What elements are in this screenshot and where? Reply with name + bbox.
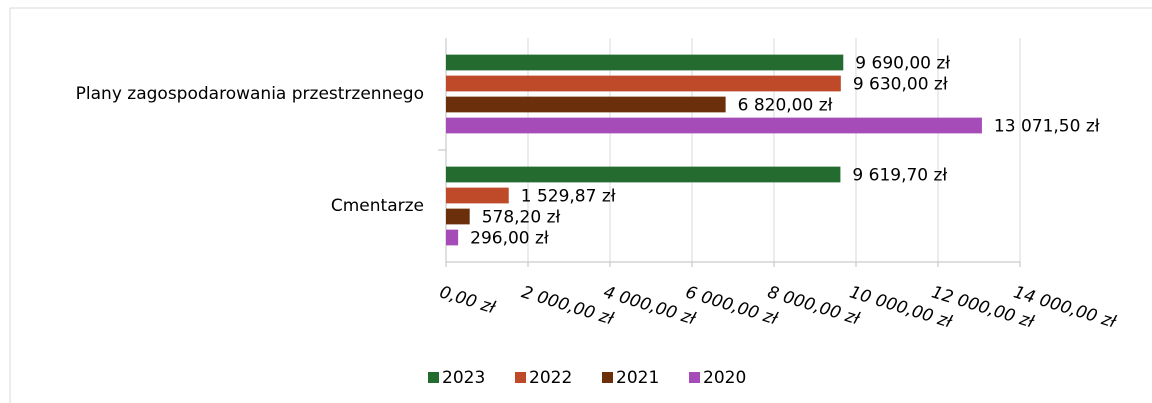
legend-label: 2021 <box>616 368 659 388</box>
legend-label: 2020 <box>703 368 746 388</box>
bar <box>446 208 470 225</box>
data-label: 6 820,00 zł <box>738 96 833 116</box>
legend-swatch <box>689 372 700 383</box>
legend-label: 2023 <box>442 368 485 388</box>
y-tick-label: Cmentarze <box>331 196 424 216</box>
legend-swatch <box>602 372 613 383</box>
data-label: 13 071,50 zł <box>994 117 1100 137</box>
chart-border <box>9 7 1152 403</box>
bar <box>446 96 726 113</box>
x-tick-label: 2 000,00 zł <box>519 282 617 329</box>
bar <box>446 54 844 71</box>
data-label: 296,00 zł <box>470 229 549 249</box>
x-tick-label: 0,00 zł <box>437 282 498 318</box>
x-tick-label: 4 000,00 zł <box>601 282 699 329</box>
x-tick-label: 8 000,00 zł <box>765 282 863 329</box>
data-label: 1 529,87 zł <box>521 187 616 207</box>
data-label: 9 619,70 zł <box>852 166 947 186</box>
y-tick-label: Plany zagospodarowania przestrzennego <box>76 84 424 104</box>
data-label: 9 630,00 zł <box>853 75 948 95</box>
data-label: 9 690,00 zł <box>855 54 950 74</box>
data-label: 578,20 zł <box>482 208 561 228</box>
legend-label: 2022 <box>529 368 572 388</box>
bar <box>446 187 509 204</box>
bar <box>446 229 459 246</box>
x-tick-label: 6 000,00 zł <box>683 282 781 329</box>
legend-swatch <box>428 372 439 383</box>
bar <box>446 117 982 134</box>
bar <box>446 75 841 92</box>
bar <box>446 166 841 183</box>
legend-swatch <box>515 372 526 383</box>
